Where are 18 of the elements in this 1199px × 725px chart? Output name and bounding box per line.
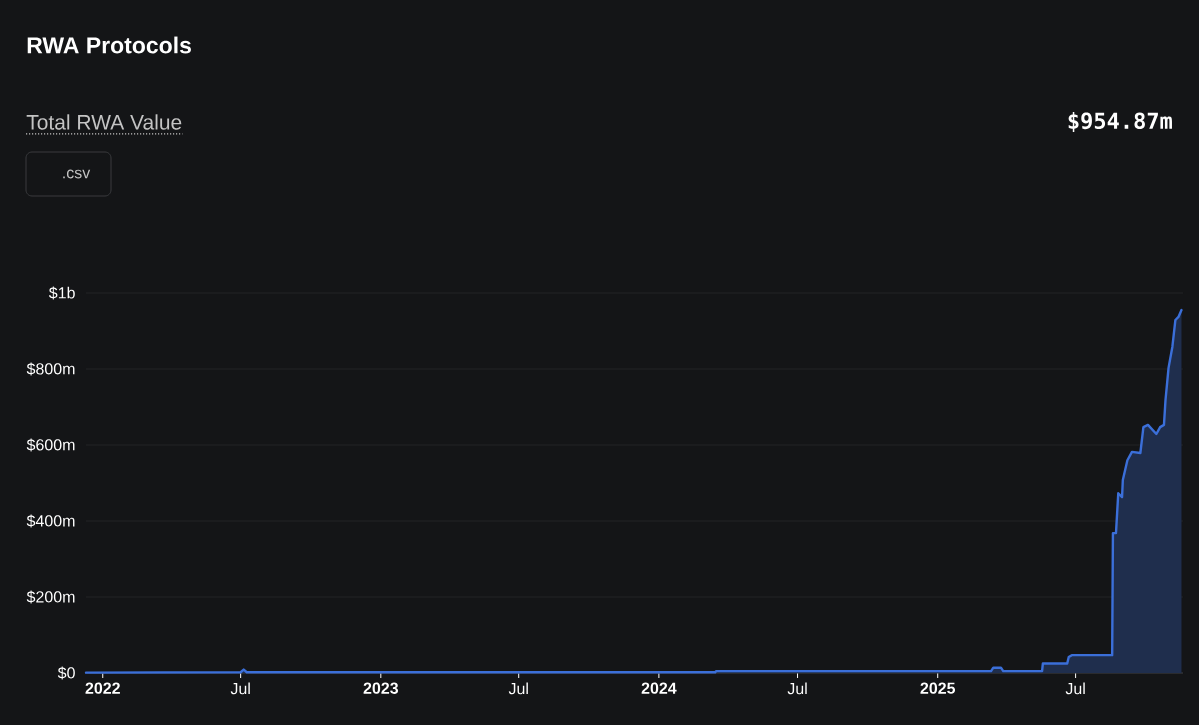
text: .csv (63, 169, 91, 179)
text: Total RWA Value (26, 114, 182, 130)
y-tick-label: $0 (57, 666, 75, 680)
x-tick-label: Jul (508, 682, 528, 695)
x-tick-label: Jul (1065, 682, 1085, 695)
chart-title: RWA Protocols (27, 36, 191, 54)
y-tick-label: $200m (26, 590, 75, 604)
text: $954.87m (1068, 112, 1172, 132)
x-tick-label: 2024 (641, 682, 677, 694)
x-tick-label: 2022 (85, 682, 120, 694)
y-tick-label: $1b (48, 286, 75, 300)
y-tick-label: $400m (26, 514, 75, 528)
x-tick-label: Jul (230, 682, 250, 695)
x-tick-label: 2023 (363, 682, 399, 694)
x-tick-label: Jul (787, 682, 807, 695)
x-tick-label: 2025 (920, 682, 956, 694)
y-tick-label: $600m (26, 438, 75, 452)
y-tick-label: $800m (26, 362, 75, 376)
